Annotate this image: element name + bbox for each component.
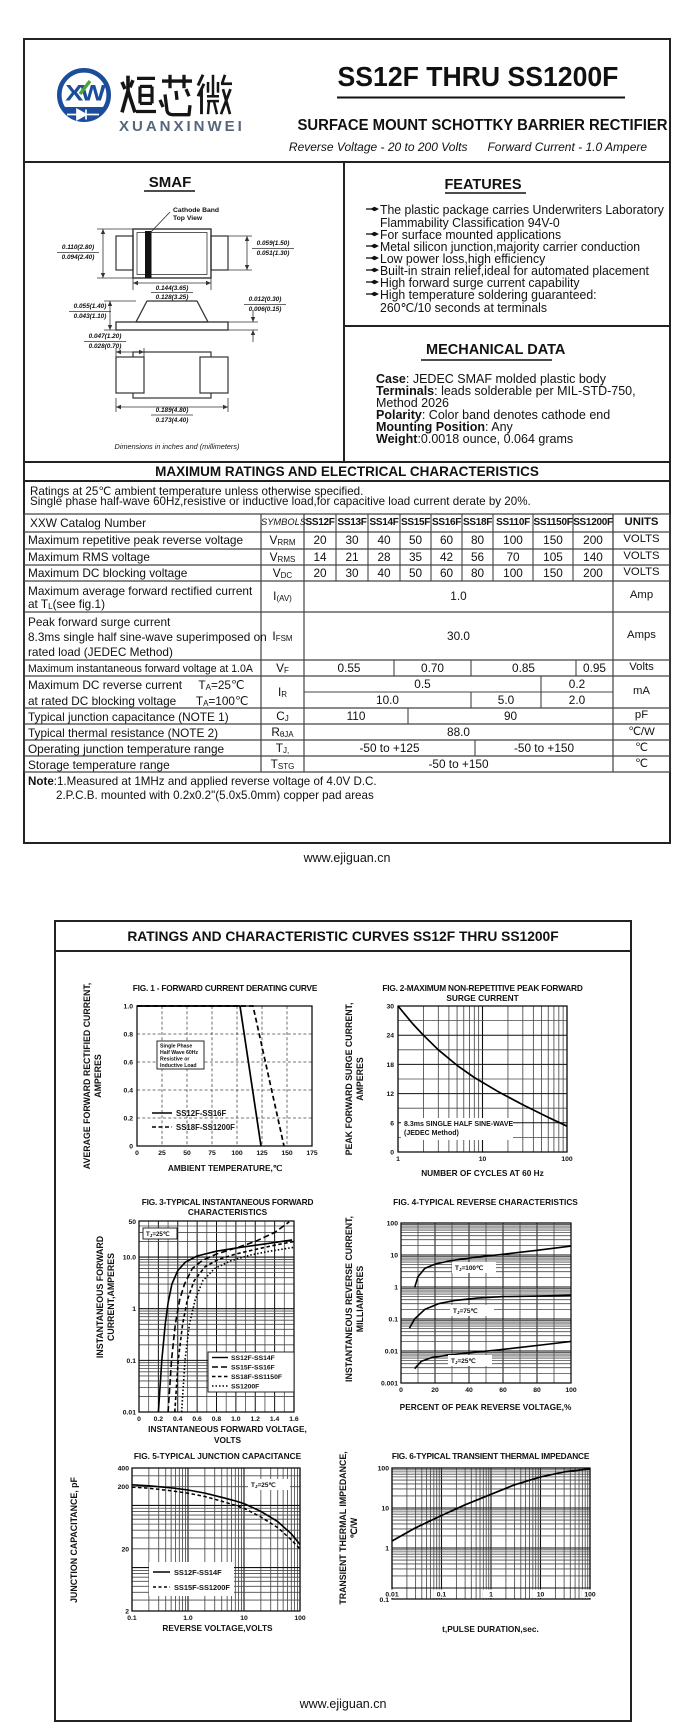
svg-text:AVERAGE FORWARD RECTIFIED CURR: AVERAGE FORWARD RECTIFIED CURRENT, (82, 983, 92, 1169)
svg-text:10: 10 (240, 1615, 248, 1622)
svg-text:TJ=25℃: TJ=25℃ (146, 1231, 170, 1238)
svg-text:100: 100 (231, 1150, 243, 1157)
svg-text:1.0: 1.0 (124, 1004, 134, 1011)
svg-text:6: 6 (390, 1120, 394, 1127)
svg-text:0.8: 0.8 (212, 1416, 222, 1423)
svg-text:100: 100 (378, 1466, 390, 1473)
svg-text:100: 100 (565, 1387, 577, 1394)
svg-text:200: 200 (118, 1484, 130, 1491)
svg-text:AMPERES: AMPERES (93, 1054, 103, 1098)
svg-text:0.2: 0.2 (154, 1416, 164, 1423)
svg-text:12: 12 (386, 1091, 394, 1098)
svg-text:1.4: 1.4 (270, 1416, 280, 1423)
svg-text:(JEDEC Method): (JEDEC Method) (404, 1130, 459, 1137)
svg-text:0.01: 0.01 (123, 1410, 136, 1417)
svg-text:20: 20 (431, 1387, 439, 1394)
svg-text:JUNCTION CAPACITANCE, pF: JUNCTION CAPACITANCE, pF (69, 1476, 79, 1602)
svg-text:Resistive or: Resistive or (160, 1057, 189, 1063)
svg-text:20: 20 (121, 1546, 129, 1553)
svg-text:0.4: 0.4 (173, 1416, 183, 1423)
svg-text:125: 125 (256, 1150, 268, 1157)
svg-text:24: 24 (386, 1033, 394, 1040)
svg-text:50: 50 (183, 1150, 191, 1157)
svg-text:60: 60 (499, 1387, 507, 1394)
svg-text:175: 175 (306, 1150, 318, 1157)
svg-text:SS18F-SS1200F: SS18F-SS1200F (176, 1123, 235, 1132)
svg-text:1.0: 1.0 (231, 1416, 241, 1423)
svg-text:1: 1 (132, 1306, 136, 1313)
svg-text:Half Wave 60Hz: Half Wave 60Hz (160, 1050, 199, 1056)
svg-text:0.1: 0.1 (389, 1317, 399, 1324)
svg-text:2: 2 (125, 1609, 129, 1616)
svg-text:0.1: 0.1 (380, 1597, 390, 1604)
svg-text:0: 0 (399, 1387, 403, 1394)
svg-text:30: 30 (386, 1004, 394, 1011)
svg-text:10: 10 (390, 1253, 398, 1260)
svg-text:1: 1 (385, 1546, 389, 1553)
svg-text:INSTANTANEOUS REVERSE CURRENT,: INSTANTANEOUS REVERSE CURRENT, (344, 1216, 354, 1382)
svg-text:0: 0 (137, 1416, 141, 1423)
svg-text:1.2: 1.2 (251, 1416, 261, 1423)
svg-text:TJ=25℃: TJ=25℃ (251, 1482, 276, 1490)
svg-text:AMPERES: AMPERES (355, 1057, 365, 1101)
svg-text:0.2: 0.2 (124, 1116, 134, 1123)
svg-text:10.0: 10.0 (123, 1255, 136, 1262)
svg-text:0.1: 0.1 (437, 1592, 447, 1599)
svg-text:0.8: 0.8 (124, 1032, 134, 1039)
svg-text:MILLIAMPERES: MILLIAMPERES (355, 1266, 365, 1333)
svg-text:1.6: 1.6 (289, 1416, 299, 1423)
svg-text:0.1: 0.1 (127, 1358, 137, 1365)
svg-text:PEAK FORWARD SURGE CURRENT,: PEAK FORWARD SURGE CURRENT, (344, 1003, 354, 1156)
svg-text:100: 100 (387, 1221, 399, 1228)
svg-text:10: 10 (537, 1592, 545, 1599)
svg-text:0.001: 0.001 (381, 1381, 398, 1388)
svg-text:1: 1 (396, 1156, 400, 1163)
svg-text:18: 18 (386, 1062, 394, 1069)
svg-text:1.0: 1.0 (183, 1615, 193, 1622)
svg-text:10: 10 (381, 1506, 389, 1513)
svg-text:1: 1 (489, 1592, 493, 1599)
svg-text:1: 1 (394, 1285, 398, 1292)
svg-text:0.6: 0.6 (192, 1416, 202, 1423)
svg-text:75: 75 (208, 1150, 216, 1157)
svg-text:INSTANTANEOUS FORWARD: INSTANTANEOUS FORWARD (95, 1236, 105, 1358)
svg-text:Inductive Load: Inductive Load (160, 1063, 197, 1069)
svg-text:SS12F-SS14F: SS12F-SS14F (174, 1568, 222, 1577)
svg-text:10: 10 (479, 1156, 487, 1163)
svg-text:SS15F-SS1200F: SS15F-SS1200F (174, 1583, 230, 1592)
svg-text:50: 50 (128, 1219, 136, 1226)
svg-text:0: 0 (129, 1144, 133, 1151)
svg-text:25: 25 (158, 1150, 166, 1157)
svg-text:0.4: 0.4 (124, 1088, 134, 1095)
svg-text:80: 80 (533, 1387, 541, 1394)
svg-text:SS12F-SS16F: SS12F-SS16F (176, 1109, 227, 1118)
svg-text:TJ=25℃: TJ=25℃ (451, 1358, 476, 1366)
svg-text:100: 100 (561, 1156, 573, 1163)
svg-text:0: 0 (135, 1150, 139, 1157)
svg-text:℃/W: ℃/W (349, 1517, 359, 1538)
svg-text:0.6: 0.6 (124, 1060, 134, 1067)
svg-text:0.01: 0.01 (385, 1592, 398, 1599)
svg-text:8.3ms SINGLE HALF SINE-WAVE: 8.3ms SINGLE HALF SINE-WAVE (404, 1121, 513, 1128)
svg-text:SS18F-SS1150F: SS18F-SS1150F (231, 1374, 282, 1381)
svg-text:TJ=100℃: TJ=100℃ (455, 1265, 483, 1273)
svg-text:TJ=75℃: TJ=75℃ (453, 1308, 478, 1316)
svg-text:0.01: 0.01 (385, 1349, 398, 1356)
svg-text:400: 400 (118, 1466, 130, 1473)
svg-text:100: 100 (584, 1592, 596, 1599)
svg-text:Single Phase: Single Phase (160, 1044, 192, 1050)
svg-text:150: 150 (281, 1150, 293, 1157)
svg-text:TRANSIENT THERMAL IMPEDANCE,: TRANSIENT THERMAL IMPEDANCE, (338, 1451, 348, 1604)
svg-text:100: 100 (294, 1615, 306, 1622)
svg-text:40: 40 (465, 1387, 473, 1394)
svg-text:0.1: 0.1 (127, 1615, 137, 1622)
svg-text:SS15F-SS16F: SS15F-SS16F (231, 1365, 275, 1372)
svg-text:0: 0 (390, 1150, 394, 1157)
svg-text:SS12F-SS14F: SS12F-SS14F (231, 1355, 275, 1362)
svg-text:SS1200F: SS1200F (231, 1384, 259, 1391)
svg-text:CURRENT,AMPERES: CURRENT,AMPERES (106, 1253, 116, 1341)
